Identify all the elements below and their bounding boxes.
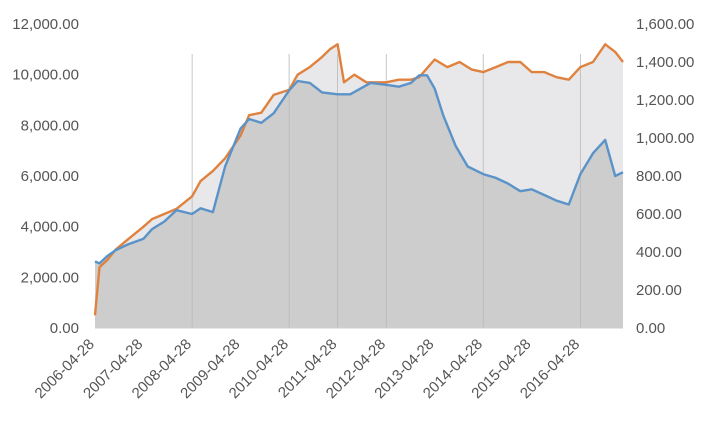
left-y-tick-label: 10,000.00 [12, 67, 79, 84]
left-y-tick-label: 12,000.00 [12, 16, 79, 33]
left-y-tick-label: 2,000.00 [21, 269, 79, 286]
right-series-line-layer [94, 74, 624, 265]
right-y-tick-label: 200.00 [636, 282, 682, 299]
right-y-tick-label: 600.00 [636, 206, 682, 223]
right-y-tick-label: 0.00 [636, 320, 665, 337]
left-y-axis-ticks: 0.00 2,000.00 4,000.00 6,000.00 8,000.00 10,0… [12, 16, 79, 337]
left-y-tick-label: 6,000.00 [21, 168, 79, 185]
right-y-tick-label: 1,200.00 [636, 92, 694, 109]
right-series-line [94, 74, 624, 265]
right-y-tick-label: 1,000.00 [636, 130, 694, 147]
left-y-tick-label: 0.00 [50, 320, 79, 337]
left-y-tick-label: 4,000.00 [21, 219, 79, 236]
right-y-tick-label: 800.00 [636, 168, 682, 185]
vertical-reference-lines [191, 54, 581, 328]
left-series-line [93, 43, 624, 316]
right-y-axis-ticks: 0.00 200.00 400.00 600.00 800.00 1,000.00 1,20… [636, 16, 694, 337]
left-series-line-layer [93, 43, 624, 316]
right-series-area-layer [95, 75, 623, 328]
right-y-tick-label: 1,400.00 [636, 54, 694, 71]
right-y-tick-label: 400.00 [636, 244, 682, 261]
left-y-tick-label: 8,000.00 [21, 117, 79, 134]
right-series-area [95, 75, 623, 328]
x-axis-ticks: 2006-04-282007-04-282008-04-282009-04-28… [32, 336, 584, 402]
right-y-tick-label: 1,600.00 [636, 16, 694, 33]
